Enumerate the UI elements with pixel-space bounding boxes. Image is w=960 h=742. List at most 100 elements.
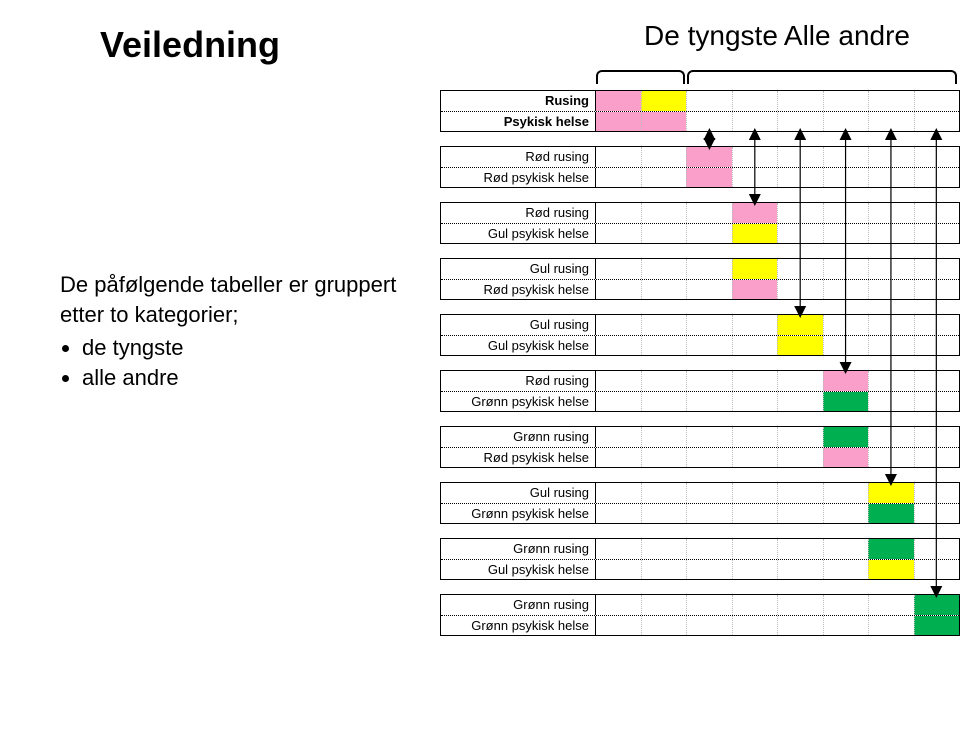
cell <box>732 147 778 167</box>
cell <box>596 448 641 467</box>
row-cells <box>596 595 959 615</box>
cell <box>596 560 641 579</box>
cell <box>868 560 914 579</box>
page-title: Veiledning <box>40 20 280 66</box>
cell <box>777 315 823 335</box>
cell <box>686 427 732 447</box>
cell <box>596 427 641 447</box>
cell <box>823 616 869 635</box>
cell <box>641 259 687 279</box>
cell <box>777 280 823 299</box>
cell <box>777 371 823 391</box>
row-label: Grønn psykisk helse <box>441 504 596 523</box>
cell <box>732 315 778 335</box>
cell <box>686 448 732 467</box>
table-row: Psykisk helse <box>441 111 959 131</box>
row-cells <box>596 224 959 243</box>
cell <box>914 427 960 447</box>
cell <box>686 280 732 299</box>
cell <box>596 203 641 223</box>
cell <box>732 371 778 391</box>
row-cells <box>596 168 959 187</box>
table-row: Grønn rusing <box>441 427 959 447</box>
cell <box>868 112 914 131</box>
cell <box>914 280 960 299</box>
cell <box>777 203 823 223</box>
row-cells <box>596 448 959 467</box>
cell <box>686 371 732 391</box>
cell <box>732 504 778 523</box>
cell <box>823 168 869 187</box>
cell <box>914 147 960 167</box>
row-label: Psykisk helse <box>441 112 596 131</box>
intro-text: De påfølgende tabeller er gruppert etter… <box>60 270 440 329</box>
cell <box>823 371 869 391</box>
cell <box>868 315 914 335</box>
cell <box>732 280 778 299</box>
cell <box>641 392 687 411</box>
cell <box>868 595 914 615</box>
row-cells <box>596 315 959 335</box>
cell <box>823 147 869 167</box>
cell <box>914 336 960 355</box>
cell <box>596 483 641 503</box>
cell <box>686 203 732 223</box>
cell <box>777 427 823 447</box>
cell <box>868 504 914 523</box>
cell <box>777 448 823 467</box>
cell <box>732 336 778 355</box>
bullet-list: de tyngste alle andre <box>60 333 440 392</box>
cell <box>777 168 823 187</box>
row-cells <box>596 504 959 523</box>
table-row: Rød rusing <box>441 147 959 167</box>
cell <box>596 91 641 111</box>
row-label: Gul rusing <box>441 259 596 279</box>
cell <box>732 168 778 187</box>
cell <box>596 616 641 635</box>
group-labels: De tyngste Alle andre <box>644 20 920 52</box>
table-block-gul-gul: Gul rusingGul psykisk helse <box>440 314 960 356</box>
cell <box>914 224 960 243</box>
row-label: Rød rusing <box>441 147 596 167</box>
cell <box>777 595 823 615</box>
row-label: Gul rusing <box>441 483 596 503</box>
cell <box>596 539 641 559</box>
table-row: Gul psykisk helse <box>441 223 959 243</box>
cell <box>914 315 960 335</box>
cell <box>823 483 869 503</box>
cell <box>868 448 914 467</box>
table-row: Grønn psykisk helse <box>441 615 959 635</box>
cell <box>596 224 641 243</box>
table-block-rod-gronn: Rød rusingGrønn psykisk helse <box>440 370 960 412</box>
cell <box>686 483 732 503</box>
brace-andre <box>687 70 957 84</box>
cell <box>777 560 823 579</box>
cell <box>686 504 732 523</box>
cell <box>868 427 914 447</box>
table-block-master-block: RusingPsykisk helse <box>440 90 960 132</box>
cell <box>686 595 732 615</box>
cell <box>641 560 687 579</box>
cell <box>914 91 960 111</box>
cell <box>868 224 914 243</box>
cell <box>641 427 687 447</box>
row-cells <box>596 371 959 391</box>
cell <box>868 336 914 355</box>
cell <box>641 483 687 503</box>
table-block-gul-gronn: Gul rusingGrønn psykisk helse <box>440 482 960 524</box>
cell <box>823 539 869 559</box>
row-label: Rød psykisk helse <box>441 448 596 467</box>
cell <box>777 392 823 411</box>
table-row: Grønn psykisk helse <box>441 391 959 411</box>
table-block-gronn-gul: Grønn rusingGul psykisk helse <box>440 538 960 580</box>
row-cells <box>596 616 959 635</box>
row-cells <box>596 427 959 447</box>
cell <box>732 560 778 579</box>
table-row: Grønn psykisk helse <box>441 503 959 523</box>
cell <box>777 224 823 243</box>
cell <box>641 371 687 391</box>
cell <box>732 427 778 447</box>
cell <box>914 203 960 223</box>
left-text: De påfølgende tabeller er gruppert etter… <box>40 70 440 393</box>
cell <box>914 595 960 615</box>
